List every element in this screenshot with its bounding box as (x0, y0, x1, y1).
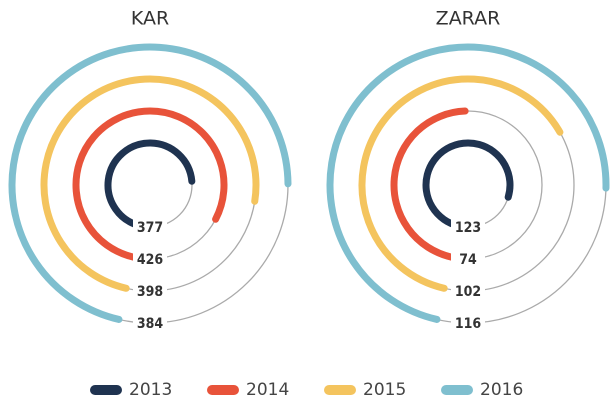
ring-bar (104, 139, 196, 230)
value-label: 123 (455, 220, 481, 236)
legend-label: 2015 (363, 380, 406, 400)
legend-label: 2013 (129, 380, 172, 400)
label-bg (133, 218, 167, 236)
ring-bar (40, 75, 260, 292)
value-label: 384 (137, 316, 164, 332)
value-label: 116 (455, 316, 482, 332)
ring-bar (358, 75, 564, 292)
value-label: 426 (137, 252, 164, 268)
value-label: 74 (459, 252, 477, 268)
value-label: 102 (455, 284, 481, 300)
label-bg (133, 250, 167, 268)
ring-bar (390, 107, 469, 261)
label-bg (451, 250, 485, 268)
label-bg (451, 218, 485, 236)
label-bg (451, 282, 485, 300)
value-label: 377 (137, 220, 163, 236)
label-bg (133, 282, 167, 300)
chart-title: ZARAR (436, 8, 501, 30)
label-bg (133, 314, 167, 332)
label-bg (451, 314, 485, 332)
ring-bar (422, 139, 514, 230)
ring-bar (8, 43, 292, 323)
ring-bar (72, 107, 228, 261)
ring-bar (326, 43, 610, 323)
value-label: 398 (137, 284, 163, 300)
legend-label: 2016 (480, 380, 523, 400)
chart-title: KAR (131, 8, 169, 30)
legend-label: 2014 (246, 380, 289, 400)
